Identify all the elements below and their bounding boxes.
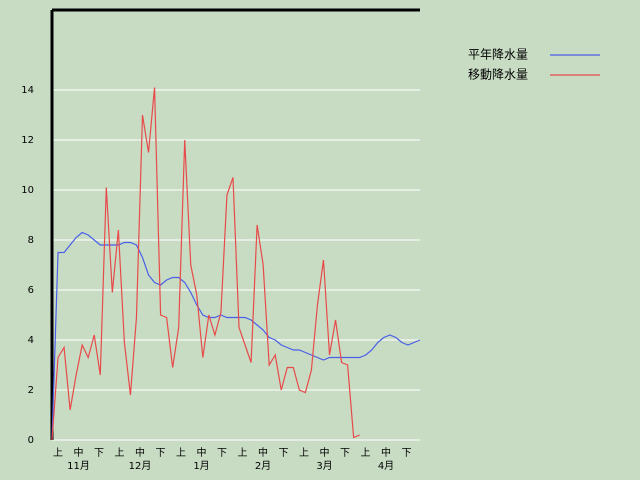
month-label: 3月 bbox=[316, 460, 332, 472]
x-tick-label: 中 bbox=[197, 446, 207, 459]
y-tick-label: 0 bbox=[28, 435, 34, 446]
x-tick-label: 上 bbox=[176, 447, 186, 459]
legend-label: 平年降水量 bbox=[468, 48, 528, 62]
legend-label: 移動降水量 bbox=[468, 68, 528, 82]
x-tick-label: 下 bbox=[402, 448, 412, 459]
x-tick-label: 上 bbox=[299, 447, 309, 459]
x-tick-label: 下 bbox=[340, 448, 350, 459]
month-label: 4月 bbox=[378, 460, 394, 472]
x-tick-label: 上 bbox=[361, 447, 371, 459]
y-tick-label: 2 bbox=[28, 385, 34, 396]
x-tick-label: 中 bbox=[74, 446, 84, 459]
x-tick-label: 下 bbox=[279, 448, 289, 459]
x-tick-label: 下 bbox=[217, 448, 227, 459]
x-tick-label: 上 bbox=[238, 447, 248, 459]
x-tick-label: 下 bbox=[156, 448, 166, 459]
y-tick-label: 8 bbox=[28, 235, 34, 246]
y-tick-label: 10 bbox=[21, 185, 34, 196]
x-tick-label: 中 bbox=[258, 446, 268, 459]
x-tick-label: 上 bbox=[115, 447, 125, 459]
y-tick-label: 14 bbox=[21, 85, 34, 96]
month-label: 2月 bbox=[255, 460, 271, 472]
month-label: 12月 bbox=[129, 460, 152, 472]
series-line bbox=[51, 87, 360, 441]
x-tick-label: 上 bbox=[53, 447, 63, 459]
y-tick-label: 6 bbox=[28, 285, 34, 296]
x-tick-label: 下 bbox=[94, 448, 104, 459]
series-line bbox=[51, 231, 421, 441]
x-tick-label: 中 bbox=[320, 446, 330, 459]
y-tick-label: 12 bbox=[21, 135, 34, 146]
x-tick-label: 中 bbox=[135, 446, 145, 459]
x-tick-label: 中 bbox=[381, 446, 391, 459]
y-tick-label: 4 bbox=[28, 335, 34, 346]
month-label: 11月 bbox=[67, 460, 90, 472]
month-label: 1月 bbox=[193, 460, 209, 472]
